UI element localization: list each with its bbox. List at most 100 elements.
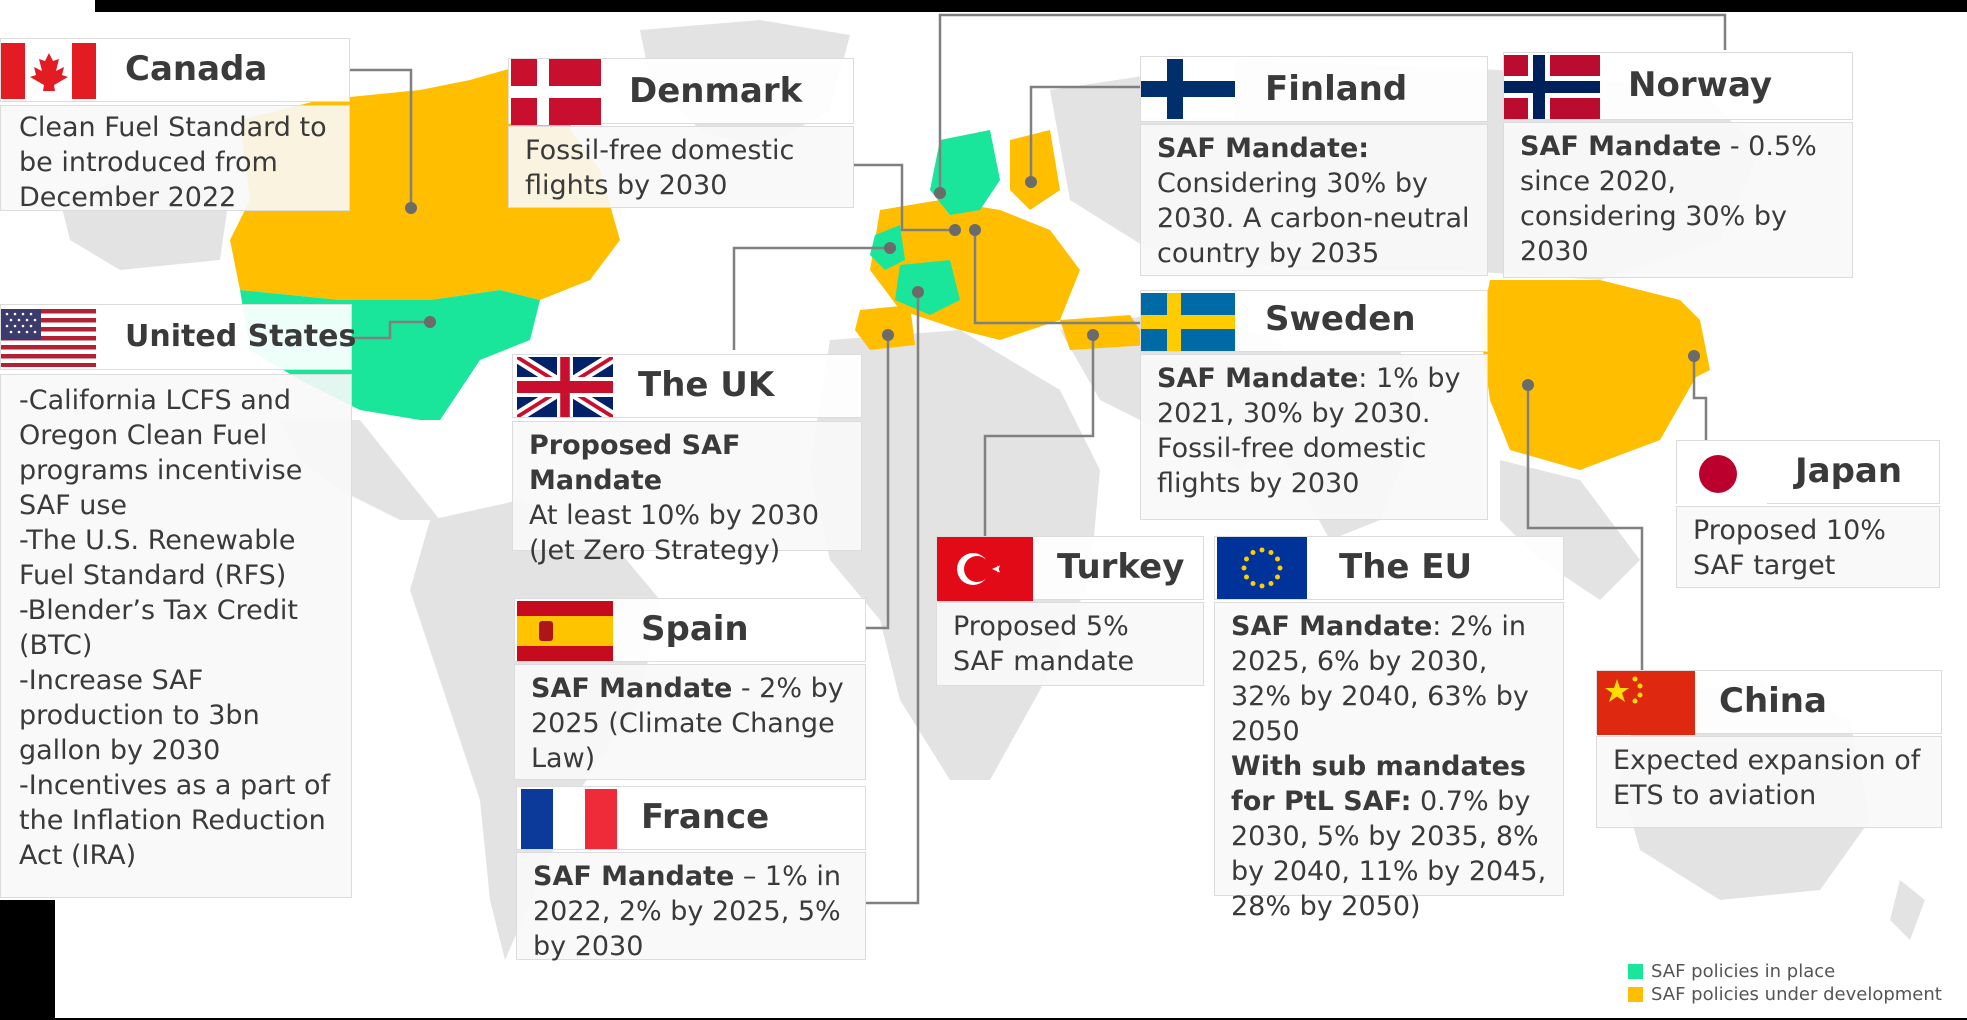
us-header: United States	[0, 304, 356, 370]
connector-us	[352, 320, 430, 340]
marker-denmark	[949, 224, 961, 236]
marker-sweden	[969, 224, 981, 236]
norway-description: SAF Mandate - 0.5% since 2020, consideri…	[1503, 122, 1853, 278]
france-flag-icon	[521, 789, 617, 849]
legend-swatch-orange	[1628, 987, 1643, 1002]
marker-uk	[884, 242, 896, 254]
canada-title: Canada	[125, 49, 268, 89]
us-line-4: -Increase SAF production to 3bn gallon b…	[19, 665, 260, 766]
china-title: China	[1719, 681, 1827, 721]
marker-us	[424, 316, 436, 328]
marker-france	[912, 286, 924, 298]
sweden-description: SAF Mandate: 1% by 2021, 30% by 2030. Fo…	[1140, 354, 1488, 520]
connector-canada	[350, 68, 413, 208]
land-new-zealand	[1890, 880, 1925, 940]
denmark-header: Denmark	[508, 58, 854, 125]
france-mandate-text: – 1% in 2022, 2% by 2025, 5% by 2030	[533, 861, 841, 962]
finland-title: Finland	[1265, 69, 1408, 109]
marker-finland	[1025, 176, 1037, 188]
denmark-flag-icon	[511, 59, 601, 125]
marker-norway	[934, 187, 946, 199]
sweden-flag-icon	[1141, 293, 1235, 351]
france-description: SAF Mandate – 1% in 2022, 2% by 2025, 5%…	[516, 852, 866, 962]
canada-header: Canada	[0, 38, 350, 102]
legend-label-under-development: SAF policies under development	[1651, 984, 1942, 1005]
region-china	[1480, 280, 1700, 470]
uk-flag-icon	[517, 357, 613, 417]
marker-japan	[1688, 350, 1700, 362]
legend-label-in-place: SAF policies in place	[1651, 961, 1836, 982]
japan-header: Japan	[1676, 440, 1940, 505]
region-spain	[855, 305, 915, 350]
china-header: China	[1596, 670, 1942, 735]
eu-header: The EU	[1214, 536, 1564, 600]
spain-header: Spain	[514, 598, 866, 662]
china-flag-icon	[1597, 671, 1695, 735]
us-flag-icon	[1, 309, 96, 367]
us-title: United States	[125, 319, 357, 354]
uk-header: The UK	[512, 354, 862, 418]
spain-title: Spain	[641, 609, 749, 649]
legend: SAF policies in place SAF policies under…	[1628, 960, 1942, 1006]
sweden-mandate-text: : 1% by 2021, 30% by 2030. Fossil-free d…	[1157, 363, 1461, 499]
spain-mandate-text: - 2% by 2025 (Climate Change Law)	[531, 673, 844, 774]
connector-sweden	[973, 230, 1143, 325]
legend-item-in-place: SAF policies in place	[1628, 960, 1942, 983]
connector-uk	[732, 246, 890, 350]
connector-france	[866, 292, 920, 905]
turkey-title: Turkey	[1057, 547, 1185, 587]
uk-title: The UK	[638, 365, 775, 405]
france-title: France	[641, 797, 770, 837]
us-line-5: -Incentives as a part of the Inflation R…	[19, 770, 331, 871]
sweden-title: Sweden	[1265, 299, 1416, 339]
region-scandinavia	[930, 130, 1000, 215]
marker-china	[1522, 379, 1534, 391]
uk-mandate-text: At least 10% by 2030 (Jet Zero Strategy)	[529, 500, 820, 566]
region-france	[895, 260, 960, 315]
eu-ptl-text: 0.7% by 2030, 5% by 2035, 8% by 2040, 11…	[1231, 786, 1547, 922]
japan-description: Proposed 10% SAF target	[1676, 506, 1940, 588]
us-line-2: -The U.S. Renewable Fuel Standard (RFS)	[19, 525, 296, 591]
connector-denmark	[854, 163, 955, 232]
land-southeast-asia	[1500, 460, 1640, 600]
eu-ptl-label: With sub mandates for PtL SAF:	[1231, 751, 1526, 817]
marker-spain	[882, 329, 894, 341]
marker-turkey	[1087, 329, 1099, 341]
connector-turkey	[983, 335, 1095, 538]
eu-mandate-text: : 2% in 2025, 6% by 2030, 32% by 2040, 6…	[1231, 611, 1529, 747]
sweden-mandate-label: SAF Mandate	[1157, 363, 1359, 394]
us-line-3: -Blender’s Tax Credit (BTC)	[19, 595, 298, 661]
connector-china	[1526, 385, 1644, 670]
uk-description: Proposed SAF Mandate At least 10% by 203…	[512, 421, 862, 566]
china-description: Expected expansion of ETS to aviation	[1596, 736, 1942, 828]
finland-header: Finland	[1140, 56, 1488, 122]
eu-mandate-label: SAF Mandate	[1231, 611, 1433, 642]
region-finland	[1010, 130, 1060, 210]
finland-description: SAF Mandate: Considering 30% by 2030. A …	[1140, 124, 1488, 276]
eu-title: The EU	[1339, 547, 1473, 587]
norway-flag-icon	[1504, 55, 1600, 119]
turkey-flag-icon	[937, 537, 1033, 601]
connector-norway	[938, 13, 1727, 193]
uk-mandate-label: Proposed SAF Mandate	[529, 430, 741, 496]
norway-title: Norway	[1628, 65, 1773, 105]
legend-item-under-development: SAF policies under development	[1628, 983, 1942, 1006]
finland-flag-icon	[1141, 59, 1235, 119]
turkey-description: Proposed 5% SAF mandate	[936, 602, 1204, 686]
spain-mandate-label: SAF Mandate	[531, 673, 733, 704]
canada-description: Clean Fuel Standard to be introduced fro…	[0, 105, 350, 213]
france-header: France	[516, 786, 866, 850]
turkey-header: Turkey	[936, 536, 1204, 601]
norway-header: Norway	[1503, 52, 1853, 120]
canada-flag-icon	[1, 43, 96, 99]
connector-spain	[866, 335, 890, 630]
norway-mandate-text: - 0.5% since 2020, considering 30% by 20…	[1520, 131, 1817, 267]
finland-mandate-text: Considering 30% by 2030. A carbon-neutra…	[1157, 168, 1470, 269]
connector-japan	[1692, 356, 1708, 440]
legend-swatch-green	[1628, 964, 1643, 979]
denmark-description: Fossil-free domestic flights by 2030	[508, 126, 854, 208]
us-description: -California LCFS and Oregon Clean Fuel p…	[0, 374, 352, 898]
japan-flag-icon	[1677, 441, 1767, 505]
eu-flag-icon	[1217, 537, 1307, 599]
